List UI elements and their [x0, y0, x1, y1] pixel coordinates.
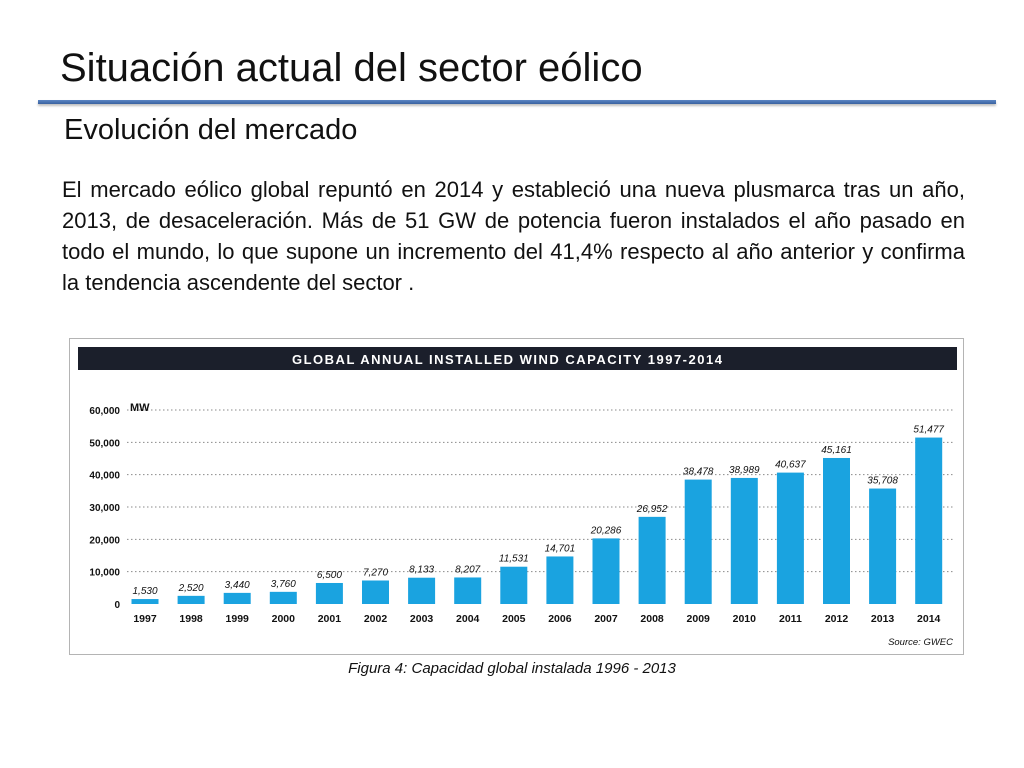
x-tick-label: 2010: [733, 613, 757, 625]
x-tick-label: 2002: [364, 613, 388, 625]
x-tick-label: 2004: [456, 613, 480, 625]
bar-value-label: 51,477: [913, 425, 944, 436]
bar-value-label: 38,989: [729, 465, 760, 476]
bar-value-label: 45,161: [821, 445, 852, 456]
bar: [776, 472, 804, 604]
slide-subtitle: Evolución del mercado: [64, 114, 358, 146]
x-tick-label: 2012: [825, 613, 849, 625]
chart-figure: GLOBAL ANNUAL INSTALLED WIND CAPACITY 19…: [69, 338, 964, 655]
bar: [500, 566, 528, 604]
bar: [269, 591, 297, 604]
bar-value-label: 3,760: [271, 579, 296, 590]
y-tick-label: 60,000: [89, 406, 120, 417]
x-tick-label: 1999: [226, 613, 250, 625]
bar: [408, 577, 436, 604]
bar-value-label: 8,133: [409, 565, 434, 576]
y-tick-label: 10,000: [89, 568, 120, 579]
x-tick-label: 2005: [502, 613, 526, 625]
x-tick-label: 2000: [272, 613, 296, 625]
chart-title: GLOBAL ANNUAL INSTALLED WIND CAPACITY 19…: [292, 352, 723, 367]
x-tick-label: 2001: [318, 613, 342, 625]
bar: [315, 582, 343, 604]
bar: [869, 488, 897, 604]
bar-value-label: 40,637: [775, 460, 806, 471]
x-tick-label: 2008: [640, 613, 664, 625]
chart-source: Source: GWEC: [888, 637, 953, 648]
x-tick-label: 2011: [779, 613, 802, 625]
bar-value-label: 26,952: [636, 504, 668, 515]
bar: [915, 437, 943, 604]
bar: [223, 592, 251, 604]
y-tick-label: 40,000: [89, 471, 120, 482]
bar-value-label: 7,270: [363, 567, 388, 578]
bar-value-label: 2,520: [178, 583, 204, 594]
x-tick-label: 1998: [179, 613, 203, 625]
y-tick-label: 50,000: [89, 438, 120, 449]
bar: [454, 577, 482, 604]
bar-value-labels: 1,530 2,520 3,440 3,760 6,500 7,270 8,133 8,207…: [132, 425, 944, 597]
x-tick-label: 1997: [133, 613, 157, 625]
y-axis-unit: MW: [130, 402, 150, 414]
bar-value-label: 8,207: [455, 564, 480, 575]
bar: [823, 457, 850, 604]
x-tick-label: 2007: [594, 613, 618, 625]
bar: [638, 516, 666, 604]
bar-value-label: 38,478: [683, 467, 714, 478]
bar-value-label: 35,708: [867, 476, 898, 487]
bar: [362, 580, 389, 604]
body-paragraph: El mercado eólico global repuntó en 2014…: [62, 177, 965, 295]
bar: [592, 538, 620, 604]
chart-title-banner: [78, 347, 957, 370]
x-axis-ticks: 1997 1998 1999 2000 2001 2002 2003 2004 2005 2006…: [133, 613, 940, 625]
bar: [131, 599, 159, 604]
x-tick-label: 2003: [410, 613, 434, 625]
bar: [546, 556, 574, 604]
bar-value-label: 3,440: [225, 580, 250, 591]
x-tick-label: 2014: [917, 613, 941, 625]
bar-value-label: 14,701: [545, 543, 576, 554]
y-tick-label: 0: [114, 600, 120, 611]
bar: [730, 477, 758, 604]
gridlines: [127, 409, 954, 573]
title-divider: [38, 100, 996, 104]
bar-value-label: 11,531: [499, 554, 529, 565]
bar-value-label: 20,286: [590, 525, 622, 536]
y-tick-label: 20,000: [89, 535, 120, 546]
x-tick-label: 2006: [548, 613, 572, 625]
bars: [131, 437, 943, 604]
slide-title: Situación actual del sector eólico: [60, 46, 643, 90]
y-tick-label: 30,000: [89, 503, 120, 514]
x-tick-label: 2009: [687, 613, 711, 625]
bar-value-label: 1,530: [132, 586, 157, 597]
bar: [684, 479, 712, 604]
figure-caption: Figura 4: Capacidad global instalada 199…: [348, 660, 676, 677]
x-tick-label: 2013: [871, 613, 895, 625]
y-axis-ticks: 0 10,000 20,000 30,000 40,000 50,000 60,000: [89, 406, 120, 611]
bar-chart: GLOBAL ANNUAL INSTALLED WIND CAPACITY 19…: [78, 347, 957, 648]
bar-value-label: 6,500: [317, 570, 342, 581]
bar: [177, 595, 205, 604]
